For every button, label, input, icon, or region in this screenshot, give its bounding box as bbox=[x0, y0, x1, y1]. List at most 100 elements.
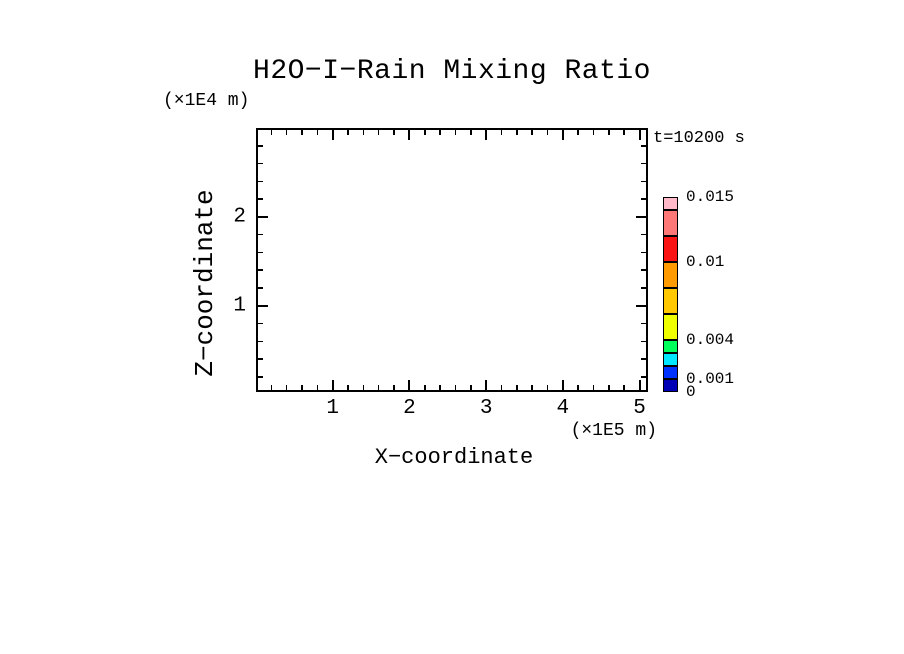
z-minor-tick bbox=[258, 269, 263, 271]
z-axis-unit-label: (×1E4 m) bbox=[163, 91, 250, 111]
x-axis-title: X−coordinate bbox=[374, 445, 534, 470]
colorbar-segment bbox=[663, 366, 678, 379]
colorbar-segment bbox=[663, 340, 678, 353]
z-minor-tick-right bbox=[641, 162, 646, 165]
x-minor-tick-top bbox=[592, 130, 595, 135]
z-minor-tick bbox=[258, 198, 263, 200]
x-minor-tick-top bbox=[500, 130, 503, 135]
x-tick-label: 1 bbox=[326, 397, 339, 420]
x-minor-tick bbox=[393, 385, 395, 390]
z-minor-tick-right bbox=[641, 358, 646, 360]
x-minor-tick-top bbox=[270, 130, 273, 135]
x-minor-tick-top bbox=[516, 130, 518, 135]
x-minor-tick-top bbox=[439, 130, 441, 135]
time-annotation: t=10200 s bbox=[653, 129, 745, 148]
z-minor-tick-right bbox=[641, 287, 646, 289]
z-minor-tick bbox=[258, 340, 263, 343]
colorbar-segment bbox=[663, 379, 678, 392]
x-minor-tick-top bbox=[531, 130, 533, 135]
z-minor-tick-right bbox=[641, 340, 646, 343]
x-minor-tick bbox=[531, 385, 533, 390]
x-tick-label: 5 bbox=[633, 397, 646, 420]
x-minor-tick bbox=[623, 385, 625, 390]
x-major-tick bbox=[331, 380, 334, 390]
z-major-tick bbox=[258, 304, 268, 307]
colorbar-label: 0.001 bbox=[686, 370, 735, 388]
colorbar-label: 0.01 bbox=[686, 253, 725, 271]
z-minor-tick bbox=[258, 162, 263, 165]
colorbar-segment bbox=[663, 353, 678, 366]
colorbar-segment bbox=[663, 262, 678, 288]
z-minor-tick bbox=[258, 322, 263, 325]
z-minor-tick-right bbox=[641, 269, 646, 271]
x-minor-tick bbox=[347, 385, 349, 390]
x-major-tick-top bbox=[561, 130, 564, 140]
x-tick-label: 4 bbox=[556, 397, 570, 420]
z-minor-tick-right bbox=[641, 198, 646, 200]
x-major-tick bbox=[485, 380, 488, 390]
x-minor-tick bbox=[439, 385, 441, 390]
x-minor-tick bbox=[577, 385, 579, 390]
x-minor-tick-top bbox=[362, 130, 365, 135]
z-minor-tick-right bbox=[641, 322, 646, 325]
x-minor-tick-top bbox=[470, 130, 472, 135]
x-minor-tick-top bbox=[347, 130, 349, 135]
z-minor-tick-right bbox=[641, 145, 646, 147]
z-major-tick-right bbox=[636, 304, 646, 307]
x-minor-tick-top bbox=[608, 130, 610, 135]
x-minor-tick bbox=[546, 385, 549, 390]
x-minor-tick bbox=[516, 385, 518, 390]
z-minor-tick bbox=[258, 145, 263, 147]
x-minor-tick-top bbox=[377, 130, 380, 135]
z-minor-tick bbox=[258, 233, 263, 236]
colorbar-segment bbox=[663, 197, 678, 210]
z-minor-tick bbox=[258, 376, 263, 378]
x-minor-tick bbox=[316, 385, 319, 390]
x-minor-tick-top bbox=[546, 130, 549, 135]
colorbar-segment bbox=[663, 288, 678, 314]
x-axis-unit-label: (×1E5 m) bbox=[570, 421, 657, 441]
x-minor-tick-top bbox=[316, 130, 319, 135]
z-minor-tick bbox=[258, 180, 263, 183]
x-minor-tick bbox=[608, 385, 610, 390]
colorbar-segment bbox=[663, 314, 678, 340]
plot-box bbox=[256, 128, 648, 392]
z-minor-tick-right bbox=[641, 251, 646, 254]
x-minor-tick bbox=[285, 385, 288, 390]
z-minor-tick-right bbox=[641, 376, 646, 378]
x-minor-tick-top bbox=[454, 130, 457, 135]
colorbar-segment bbox=[663, 236, 678, 262]
colorbar-label: 0 bbox=[686, 383, 696, 401]
x-major-tick-top bbox=[485, 130, 488, 140]
plot-title: H2O−I−Rain Mixing Ratio bbox=[253, 56, 651, 87]
x-tick-label: 3 bbox=[479, 397, 493, 420]
x-minor-tick bbox=[362, 385, 365, 390]
z-minor-tick-right bbox=[641, 233, 646, 236]
x-minor-tick-top bbox=[577, 130, 579, 135]
x-tick-label: 2 bbox=[403, 397, 416, 420]
z-major-tick bbox=[258, 215, 268, 218]
x-minor-tick bbox=[470, 385, 472, 390]
colorbar-segment bbox=[663, 210, 678, 236]
x-minor-tick bbox=[592, 385, 595, 390]
x-major-tick bbox=[408, 380, 411, 390]
x-minor-tick bbox=[454, 385, 457, 390]
x-minor-tick-top bbox=[285, 130, 288, 135]
x-major-tick bbox=[638, 380, 641, 390]
z-minor-tick bbox=[258, 251, 263, 254]
colorbar-label: 0.004 bbox=[686, 331, 735, 349]
x-major-tick-top bbox=[408, 130, 411, 140]
z-minor-tick-right bbox=[641, 180, 646, 183]
z-major-tick-right bbox=[636, 215, 646, 218]
x-minor-tick bbox=[270, 385, 273, 390]
x-minor-tick-top bbox=[424, 130, 426, 135]
x-minor-tick-top bbox=[393, 130, 395, 135]
x-minor-tick bbox=[377, 385, 380, 390]
z-minor-tick bbox=[258, 358, 263, 360]
x-minor-tick bbox=[500, 385, 503, 390]
x-major-tick-top bbox=[638, 130, 641, 140]
x-major-tick-top bbox=[331, 130, 334, 140]
z-minor-tick bbox=[258, 287, 263, 289]
z-tick-label: 2 bbox=[233, 205, 246, 229]
